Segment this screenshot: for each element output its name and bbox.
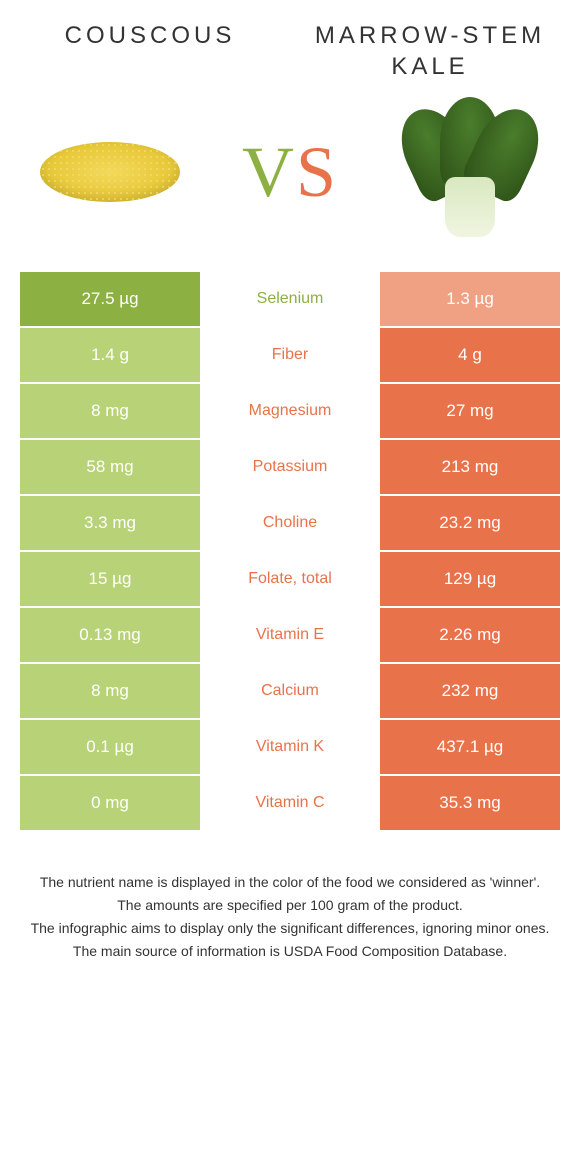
- left-value: 15 µg: [20, 552, 200, 606]
- food-right-title: MARROW-STEM KALE: [290, 20, 570, 82]
- right-value: 437.1 µg: [380, 720, 560, 774]
- nutrient-name: Magnesium: [200, 384, 380, 438]
- left-value: 3.3 mg: [20, 496, 200, 550]
- left-value: 58 mg: [20, 440, 200, 494]
- right-value: 232 mg: [380, 664, 560, 718]
- vs-label: VS: [242, 131, 338, 214]
- table-row: 1.4 gFiber4 g: [20, 328, 560, 382]
- nutrient-name: Fiber: [200, 328, 380, 382]
- nutrient-name: Potassium: [200, 440, 380, 494]
- right-value: 213 mg: [380, 440, 560, 494]
- table-row: 0.1 µgVitamin K437.1 µg: [20, 720, 560, 774]
- right-value: 35.3 mg: [380, 776, 560, 830]
- food-left-title: COUSCOUS: [10, 20, 290, 51]
- left-value: 0 mg: [20, 776, 200, 830]
- left-value: 1.4 g: [20, 328, 200, 382]
- table-row: 0 mgVitamin C35.3 mg: [20, 776, 560, 830]
- header: COUSCOUS MARROW-STEM KALE: [0, 0, 580, 92]
- table-row: 3.3 mgCholine23.2 mg: [20, 496, 560, 550]
- right-value: 129 µg: [380, 552, 560, 606]
- footer-line: The nutrient name is displayed in the co…: [30, 872, 550, 893]
- right-value: 2.26 mg: [380, 608, 560, 662]
- table-row: 8 mgMagnesium27 mg: [20, 384, 560, 438]
- vs-v: V: [242, 132, 296, 212]
- right-value: 23.2 mg: [380, 496, 560, 550]
- nutrient-name: Choline: [200, 496, 380, 550]
- left-value: 0.13 mg: [20, 608, 200, 662]
- nutrient-name: Vitamin E: [200, 608, 380, 662]
- footer-line: The amounts are specified per 100 gram o…: [30, 895, 550, 916]
- kale-image: [390, 107, 550, 237]
- footer-line: The infographic aims to display only the…: [30, 918, 550, 939]
- nutrient-name: Calcium: [200, 664, 380, 718]
- table-row: 15 µgFolate, total129 µg: [20, 552, 560, 606]
- left-value: 0.1 µg: [20, 720, 200, 774]
- footer-line: The main source of information is USDA F…: [30, 941, 550, 962]
- nutrient-name: Folate, total: [200, 552, 380, 606]
- left-value: 27.5 µg: [20, 272, 200, 326]
- table-row: 8 mgCalcium232 mg: [20, 664, 560, 718]
- table-row: 58 mgPotassium213 mg: [20, 440, 560, 494]
- nutrient-table: 27.5 µgSelenium1.3 µg1.4 gFiber4 g8 mgMa…: [0, 272, 580, 830]
- nutrient-name: Vitamin C: [200, 776, 380, 830]
- vs-s: S: [296, 132, 338, 212]
- nutrient-name: Vitamin K: [200, 720, 380, 774]
- hero-row: VS: [0, 92, 580, 272]
- right-value: 4 g: [380, 328, 560, 382]
- footer-notes: The nutrient name is displayed in the co…: [0, 832, 580, 984]
- left-value: 8 mg: [20, 664, 200, 718]
- nutrient-name: Selenium: [200, 272, 380, 326]
- table-row: 0.13 mgVitamin E2.26 mg: [20, 608, 560, 662]
- left-value: 8 mg: [20, 384, 200, 438]
- right-value: 1.3 µg: [380, 272, 560, 326]
- couscous-image: [30, 107, 190, 237]
- right-value: 27 mg: [380, 384, 560, 438]
- table-row: 27.5 µgSelenium1.3 µg: [20, 272, 560, 326]
